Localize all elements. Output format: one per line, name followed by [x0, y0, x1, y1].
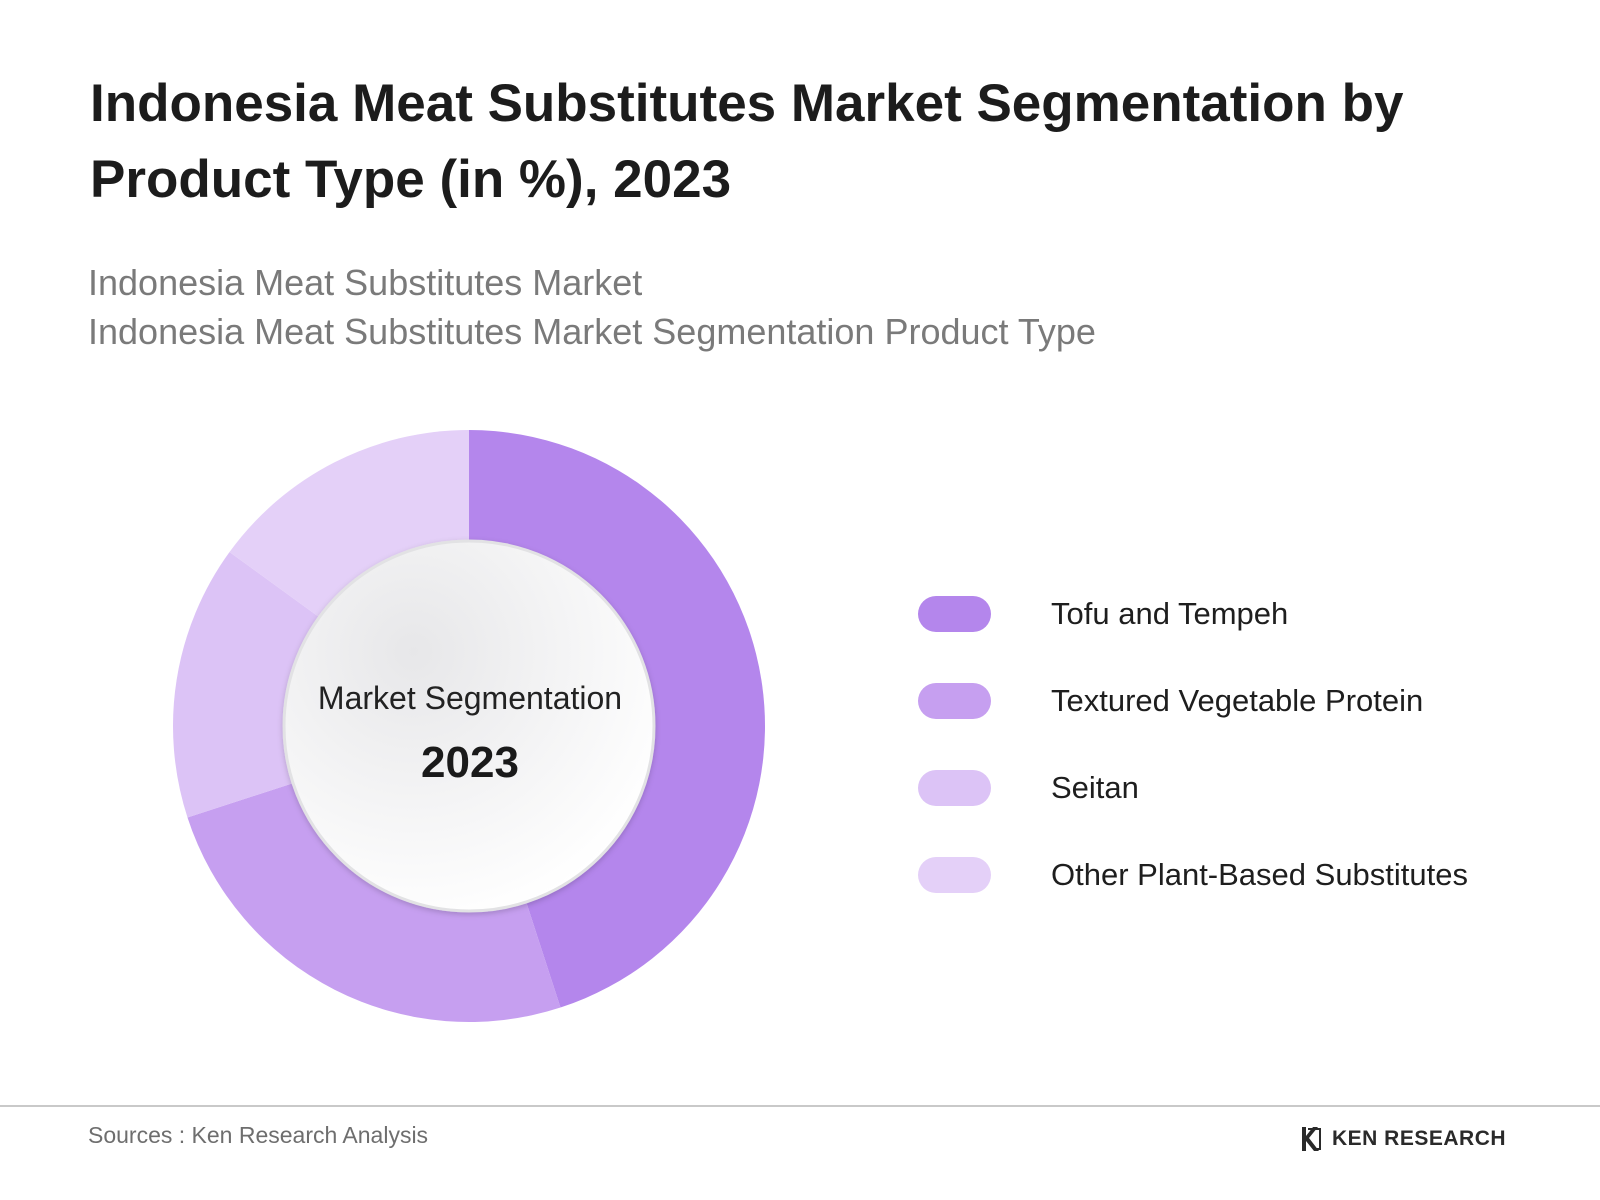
chart-legend: Tofu and Tempeh Textured Vegetable Prote…	[918, 596, 1578, 944]
legend-label: Textured Vegetable Protein	[1051, 683, 1424, 718]
donut-center-year: 2023	[421, 738, 519, 787]
ken-research-logo-icon	[1302, 1127, 1321, 1151]
brand-logo: KEN RESEARCH	[1300, 1124, 1506, 1154]
donut-center-disc	[282, 539, 656, 913]
legend-swatch	[918, 857, 991, 893]
brand-name: KEN RESEARCH	[1332, 1127, 1507, 1150]
legend-swatch	[918, 683, 991, 719]
legend-label: Other Plant-Based Substitutes	[1051, 857, 1469, 892]
subtitle-line-1: Indonesia Meat Substitutes Market	[88, 262, 643, 303]
legend-label: Tofu and Tempeh	[1051, 596, 1289, 631]
legend-swatch	[918, 596, 991, 632]
legend-item-seitan: Seitan	[918, 770, 1578, 806]
chart-subtitle: Indonesia Meat Substitutes Market Indone…	[88, 258, 1388, 356]
source-note: Sources : Ken Research Analysis	[88, 1122, 429, 1148]
legend-item-textured-vegetable-protein: Textured Vegetable Protein	[918, 683, 1578, 719]
legend-item-tofu-and-tempeh: Tofu and Tempeh	[918, 596, 1578, 632]
subtitle-line-2: Indonesia Meat Substitutes Market Segmen…	[88, 311, 1096, 352]
donut-center-label: Market Segmentation	[317, 680, 623, 716]
legend-item-other-plant-based-substitutes: Other Plant-Based Substitutes	[918, 857, 1578, 893]
chart-title: Indonesia Meat Substitutes Market Segmen…	[90, 74, 1404, 209]
legend-swatch	[918, 770, 991, 806]
footer-divider	[0, 1105, 1600, 1107]
legend-label: Seitan	[1051, 770, 1139, 805]
